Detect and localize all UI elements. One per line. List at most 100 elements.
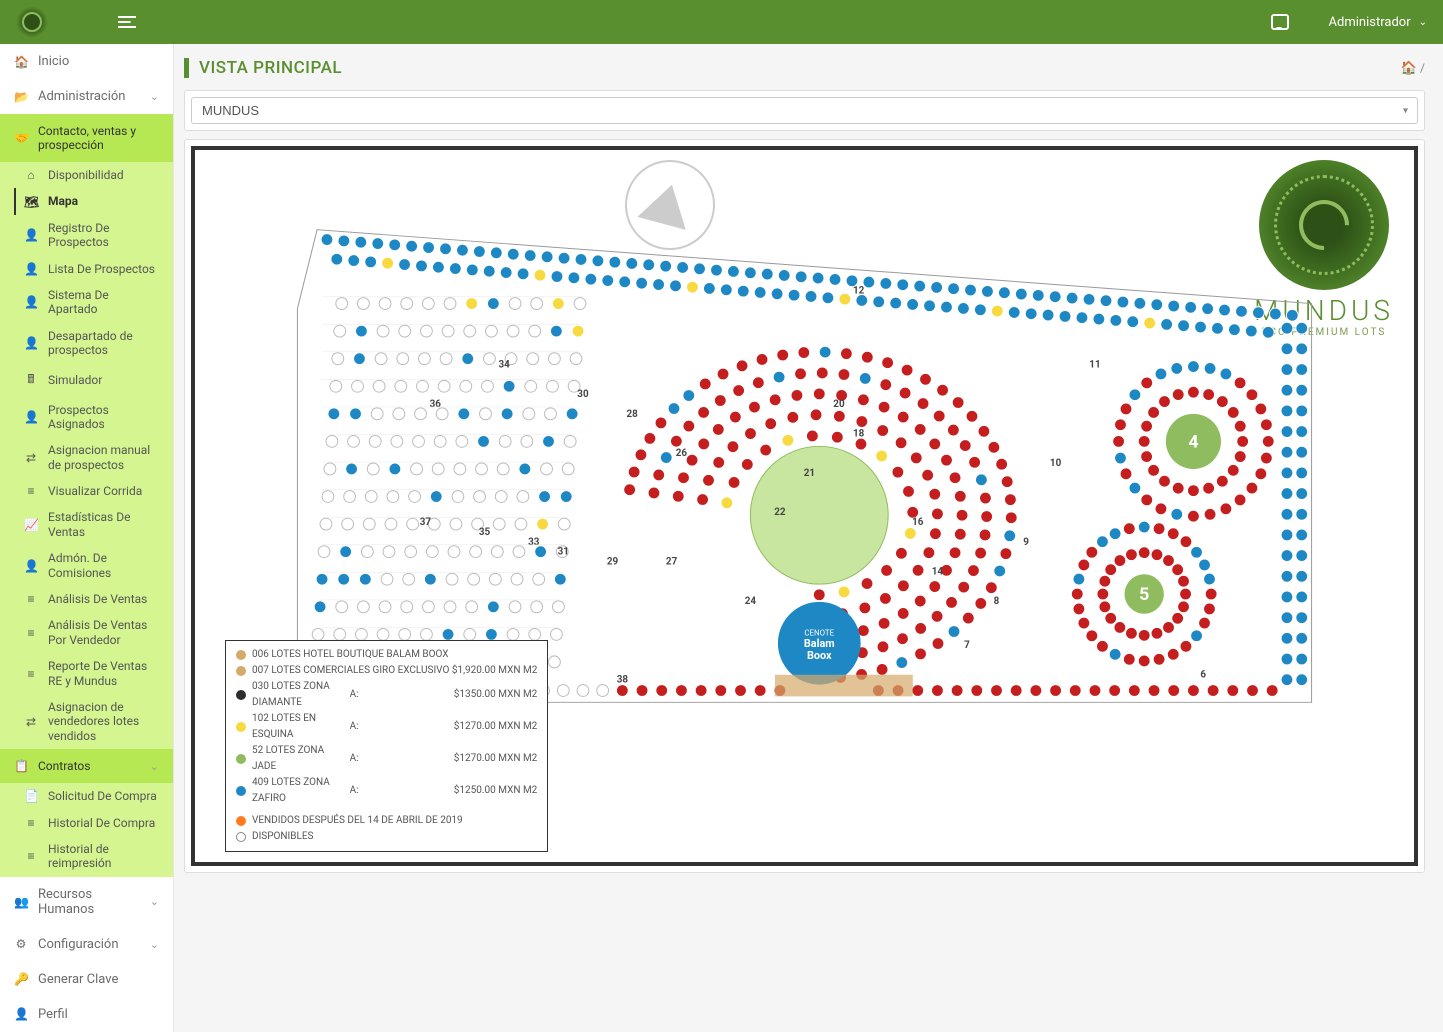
title-accent-bar <box>184 58 189 78</box>
sidebar-item-rh[interactable]: 👥 Recursos Humanos ⌄ <box>0 877 173 927</box>
sidebar-item-desapartado[interactable]: 👤Desapartado de prospectos <box>0 323 173 364</box>
list-icon: ≡ <box>24 592 38 606</box>
svg-text:16: 16 <box>912 517 924 528</box>
svg-text:34: 34 <box>499 360 511 371</box>
topbar: Administrador ⌄ <box>0 0 1443 44</box>
svg-text:Boox: Boox <box>807 649 832 662</box>
sidebar-item-contacto[interactable]: 🤝 Contacto, ventas y prospección <box>0 114 173 162</box>
svg-text:14: 14 <box>932 566 944 577</box>
sidebar-item-disponibilidad[interactable]: ⌂Disponibilidad <box>0 162 173 188</box>
legend-row: 006 LOTES HOTEL BOUTIQUE BALAM BOOX <box>236 647 537 663</box>
svg-text:12: 12 <box>853 286 865 297</box>
legend-row: 409 LOTES ZONA ZAFIROA:$1250.00 MXN M2 <box>236 775 537 807</box>
svg-text:33: 33 <box>528 537 540 548</box>
sidebar-item-historial-compra[interactable]: ≡Historial De Compra <box>0 810 173 836</box>
key-icon: 🔑 <box>14 972 28 986</box>
svg-text:29: 29 <box>607 556 619 567</box>
svg-text:22: 22 <box>774 507 786 518</box>
legend-row: 102 LOTES EN ESQUINAA:$1270.00 MXN M2 <box>236 711 537 743</box>
svg-text:9: 9 <box>1023 537 1029 548</box>
map-icon: 🗺 <box>24 195 38 209</box>
user-label: Administrador <box>1329 15 1411 30</box>
copy-icon: 📋 <box>14 759 28 773</box>
chat-icon[interactable] <box>1271 14 1289 30</box>
chevron-down-icon: ⌄ <box>1419 17 1427 28</box>
sidebar-item-analisis-ventas[interactable]: ≡Análisis De Ventas <box>0 586 173 612</box>
sidebar-item-reporte-re[interactable]: ≡Reporte De Ventas RE y Mundus <box>0 653 173 694</box>
sidebar-item-mapa[interactable]: 🗺Mapa <box>0 188 173 214</box>
sidebar-item-perfil[interactable]: 👤 Perfil <box>0 997 173 1032</box>
svg-text:10: 10 <box>1050 458 1062 469</box>
project-select-card: MUNDUS <box>184 90 1425 131</box>
svg-text:30: 30 <box>577 389 589 400</box>
swap-icon: ⇄ <box>24 715 38 729</box>
legend-row: 52 LOTES ZONA JADEA:$1270.00 MXN M2 <box>236 743 537 775</box>
calculator-icon: 🖩 <box>24 370 38 391</box>
svg-text:6: 6 <box>1200 670 1206 681</box>
list-icon: ≡ <box>24 816 38 830</box>
list-icon: ≡ <box>24 667 38 681</box>
menu-toggle-icon[interactable] <box>118 16 136 28</box>
chevron-down-icon: ⌄ <box>150 760 159 773</box>
svg-text:36: 36 <box>430 399 442 410</box>
sidebar-item-contratos[interactable]: 📋 Contratos ⌄ <box>0 749 173 783</box>
sidebar-item-administracion[interactable]: 📂 Administración ⌄ <box>0 79 173 114</box>
breadcrumb: 🏠 / <box>1401 61 1425 76</box>
sidebar-item-sistema-apartado[interactable]: 👤Sistema De Apartado <box>0 282 173 323</box>
user-icon: 👤 <box>14 1007 28 1021</box>
chevron-down-icon: ⌄ <box>150 895 159 908</box>
svg-text:8: 8 <box>994 596 1000 607</box>
brand-logo <box>16 6 48 38</box>
svg-text:CENOTE: CENOTE <box>804 628 834 637</box>
sidebar-item-generar-clave[interactable]: 🔑 Generar Clave <box>0 962 173 997</box>
sidebar-item-config[interactable]: ⚙ Configuración ⌄ <box>0 927 173 962</box>
sidebar-item-registro-prospectos[interactable]: 👤Registro De Prospectos <box>0 215 173 256</box>
project-select[interactable]: MUNDUS <box>191 97 1418 124</box>
svg-text:24: 24 <box>745 596 757 607</box>
gear-icon: ⚙ <box>14 937 28 951</box>
user-plus-icon: 👤 <box>24 228 38 242</box>
list-icon: ≡ <box>24 626 38 640</box>
sidebar-item-solicitud[interactable]: 📄Solicitud De Compra <box>0 783 173 809</box>
sidebar-item-lista-prospectos[interactable]: 👤Lista De Prospectos <box>0 256 173 282</box>
doc-icon: 📄 <box>24 789 38 803</box>
folder-icon: 📂 <box>14 90 28 104</box>
user-x-icon: 👤 <box>24 336 38 350</box>
main-content: VISTA PRINCIPAL 🏠 / MUNDUS MUNDUS ECO PR… <box>174 44 1443 1032</box>
sidebar-item-asignacion-manual[interactable]: ⇄Asignacion manual de prospectos <box>0 437 173 478</box>
sidebar-item-estadisticas[interactable]: 📈Estadísticas De Ventas <box>0 504 173 545</box>
chevron-down-icon: ⌄ <box>150 938 159 951</box>
house-icon: ⌂ <box>24 168 38 182</box>
map-legend: 006 LOTES HOTEL BOUTIQUE BALAM BOOX007 L… <box>225 640 548 852</box>
list-icon: ≡ <box>24 484 38 498</box>
user-icon: 👤 <box>24 559 38 573</box>
home-icon[interactable]: 🏠 <box>1401 61 1417 76</box>
legend-row: 030 LOTES ZONA DIAMANTEA:$1350.00 MXN M2 <box>236 679 537 711</box>
svg-text:27: 27 <box>666 556 678 567</box>
home-icon: 🏠 <box>14 55 28 69</box>
sidebar-item-analisis-vendedor[interactable]: ≡Análisis De Ventas Por Vendedor <box>0 612 173 653</box>
svg-text:20: 20 <box>833 399 845 410</box>
user-menu[interactable]: Administrador ⌄ <box>1329 15 1427 30</box>
sidebar-item-comisiones[interactable]: 👤Admón. De Comisiones <box>0 545 173 586</box>
chevron-down-icon: ⌄ <box>150 90 159 103</box>
sidebar-item-simulador[interactable]: 🖩Simulador <box>0 364 173 397</box>
svg-text:28: 28 <box>627 409 639 420</box>
sidebar-item-prospectos-asignados[interactable]: 👤Prospectos Asignados <box>0 397 173 438</box>
svg-text:21: 21 <box>804 468 815 479</box>
sidebar: 🏠 Inicio 📂 Administración ⌄ 🤝 Contacto, … <box>0 44 174 1032</box>
sidebar-item-inicio[interactable]: 🏠 Inicio <box>0 44 173 79</box>
legend-row: 007 LOTES COMERCIALES GIRO EXCLUSIVO $1,… <box>236 663 537 679</box>
chart-icon: 📈 <box>24 518 38 532</box>
legend-row: DISPONIBLES <box>236 829 537 845</box>
sidebar-item-asignacion-vendedores[interactable]: ⇄Asignacion de vendedores lotes vendidos <box>0 694 173 749</box>
svg-text:26: 26 <box>676 448 688 459</box>
sidebar-item-historial-reimpresion[interactable]: ≡Historial de reimpresión <box>0 836 173 877</box>
svg-text:5: 5 <box>1139 585 1149 605</box>
page-title: VISTA PRINCIPAL <box>199 58 342 78</box>
svg-text:31: 31 <box>558 547 569 558</box>
svg-text:11: 11 <box>1089 360 1100 371</box>
sidebar-item-visualizar-corrida[interactable]: ≡Visualizar Corrida <box>0 478 173 504</box>
users-icon: 👥 <box>14 895 28 909</box>
svg-text:7: 7 <box>964 640 970 651</box>
